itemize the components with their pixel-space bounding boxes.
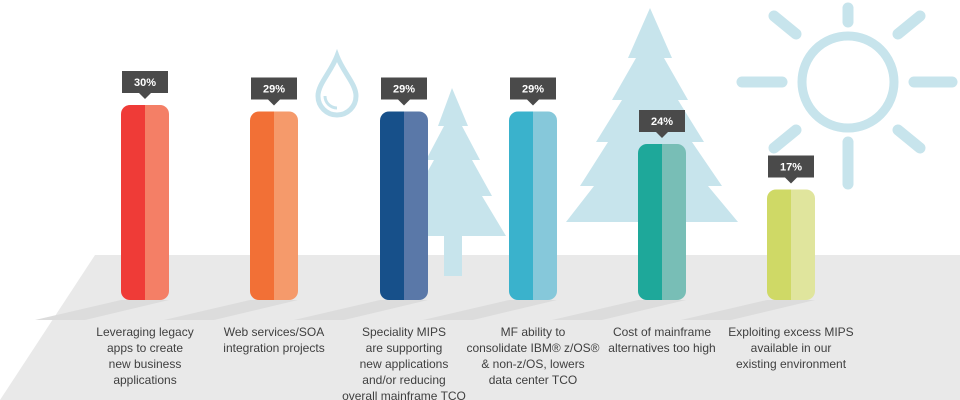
category-label: Speciality MIPS are supporting new applica… [342,325,466,400]
bar [509,111,557,300]
bar-shadow [552,300,686,320]
bar [380,111,428,300]
bars-group [35,105,815,320]
bar [250,111,298,300]
category-label: Web services/SOA integration projects [223,325,324,355]
pine-tree-icon [566,8,738,272]
value-badge: 29% [510,77,556,106]
value-label: 29% [522,84,544,96]
value-label: 24% [651,116,673,128]
sun-icon [736,2,958,190]
bar-shadow [164,300,298,320]
category-label: Leveraging legacy apps to create new busin… [96,325,193,387]
value-label: 29% [263,84,285,96]
value-label: 17% [780,162,802,174]
floor-plane [0,255,960,400]
bar-shadow [35,300,169,320]
bar [121,105,169,300]
category-label: MF ability to consolidate IBM® z/OS® & non… [466,325,599,387]
value-badge: 29% [251,77,297,106]
value-badge: 30% [122,71,168,99]
labels-group: 30% Leveraging legacy apps to create new bu… [96,71,854,400]
value-badge: 29% [381,77,427,106]
value-label: 29% [393,84,415,96]
bar-shadow [423,300,557,320]
category-label: Exploiting excess MIPS available in our ex… [728,325,853,371]
value-badge: 17% [768,155,814,184]
category-label: Cost of mainframe alternatives too high [608,325,715,355]
bar [638,144,686,300]
water-drop-icon [315,48,359,118]
bar-shadow [294,300,428,320]
bar [767,189,815,300]
bar-shadow [681,300,815,320]
value-label: 30% [134,77,156,89]
value-badge: 24% [639,110,685,138]
